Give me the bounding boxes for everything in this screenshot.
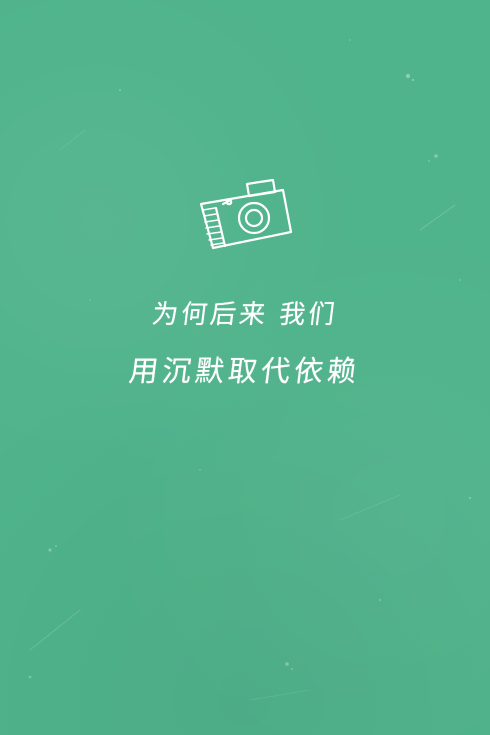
- quote-line-1: 为何后来 我们: [150, 300, 340, 330]
- camera-icon: [199, 178, 293, 250]
- quote-line-2: 用沉默取代依赖: [127, 354, 363, 388]
